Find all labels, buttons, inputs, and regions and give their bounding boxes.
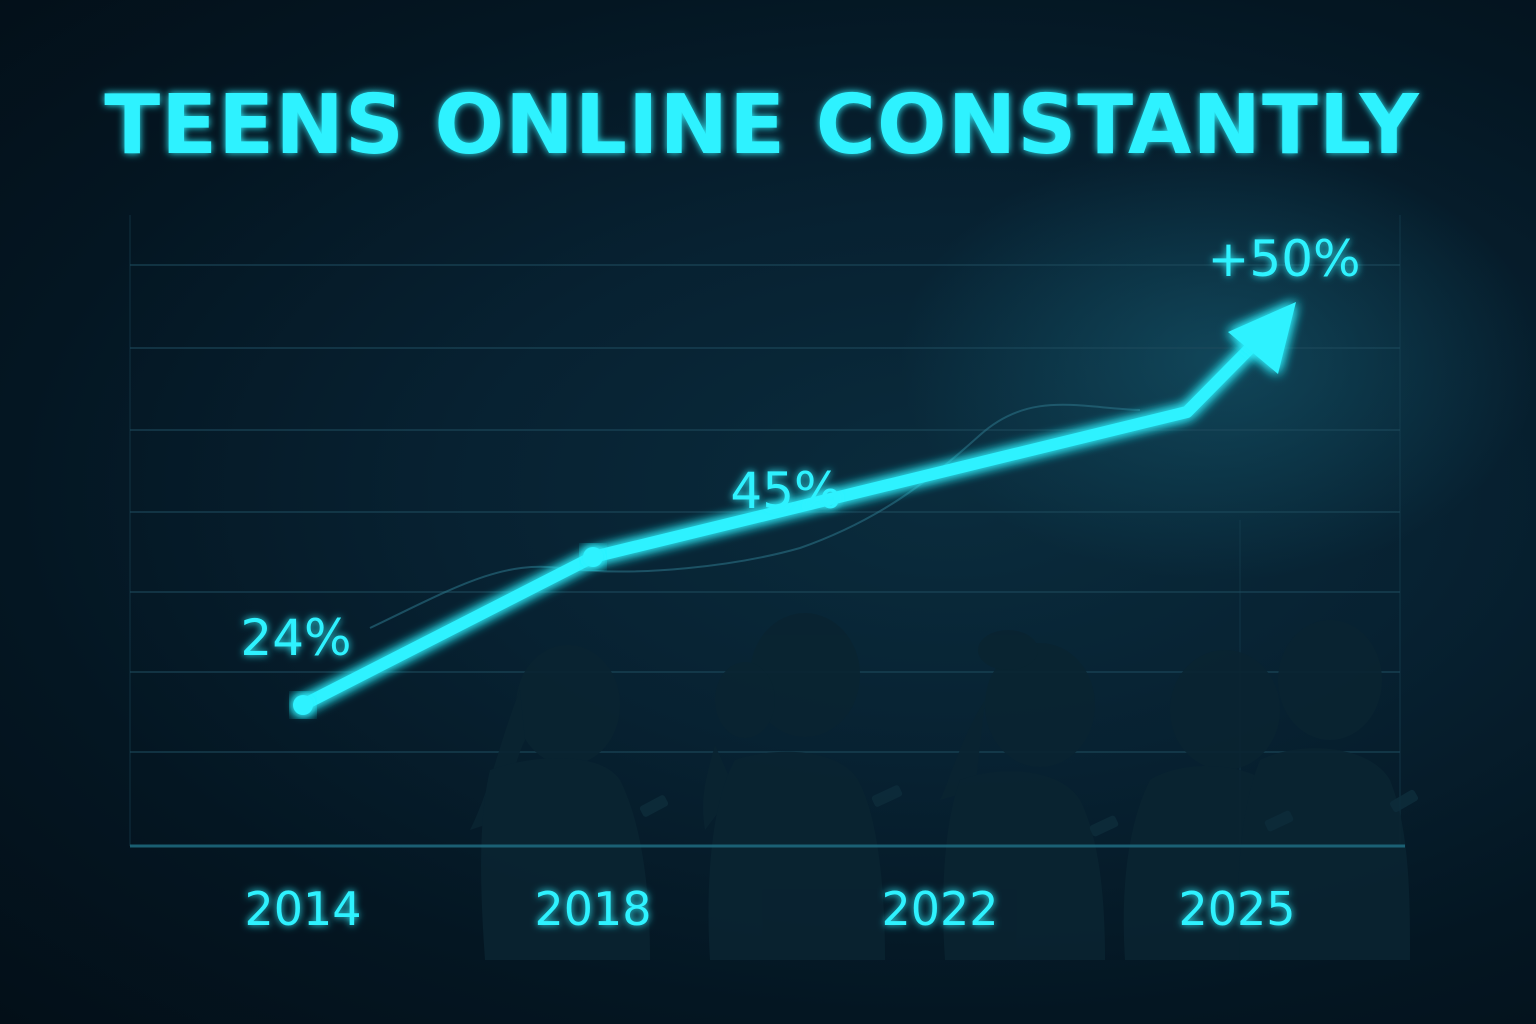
series-trend: 24% 45% +50%	[240, 230, 1361, 715]
teen-silhouette	[703, 613, 903, 960]
data-point-marker	[293, 695, 313, 715]
x-tick-label: 2018	[534, 882, 651, 936]
x-axis-ticks: 2014 2018 2022 2025	[244, 882, 1295, 936]
data-point-marker	[583, 547, 603, 567]
teen-silhouette	[1123, 620, 1419, 960]
x-tick-label: 2022	[881, 882, 998, 936]
teen-silhouettes	[470, 613, 1419, 960]
data-label: 45%	[730, 462, 841, 520]
trend-line	[297, 326, 1272, 711]
x-tick-label: 2014	[244, 882, 361, 936]
background-trace	[369, 403, 1141, 629]
chart-title: TEENS ONLINE CONSTANTLY	[104, 78, 1420, 173]
teen-silhouette	[940, 630, 1119, 960]
x-tick-label: 2025	[1178, 882, 1295, 936]
data-label: 24%	[240, 609, 351, 667]
trend-arrowhead	[1228, 302, 1296, 374]
teen-silhouette	[470, 645, 669, 960]
data-label: +50%	[1207, 230, 1360, 288]
background-haze	[900, 140, 1536, 580]
